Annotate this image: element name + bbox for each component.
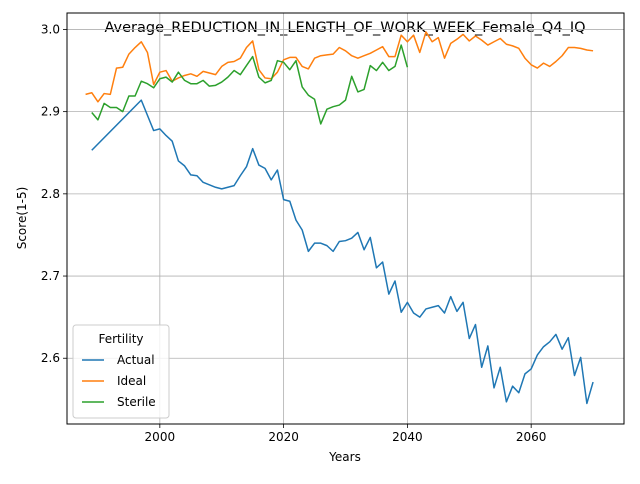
legend-label-actual: Actual [117, 353, 155, 367]
x-tick-label: 2000 [145, 430, 176, 444]
legend-label-ideal: Ideal [117, 374, 146, 388]
x-tick-label: 2040 [392, 430, 423, 444]
x-tick-label: 2060 [516, 430, 547, 444]
y-tick-label: 2.9 [41, 105, 60, 119]
legend-label-sterile: Sterile [117, 395, 156, 409]
series-line-sterile [91, 44, 409, 125]
chart-title: Average_REDUCTION_IN_LENGTH_OF_WORK_WEEK… [104, 20, 585, 36]
y-tick-label: 3.0 [41, 22, 60, 36]
x-tick-label: 2020 [268, 430, 299, 444]
series-line-ideal [85, 31, 594, 103]
series-line-actual [91, 99, 594, 405]
plot-frame [66, 12, 625, 425]
y-tick-label: 2.6 [41, 351, 60, 365]
x-axis-label: Years [328, 450, 361, 464]
legend-title: Fertility [98, 332, 143, 346]
y-axis-label: Score(1-5) [15, 187, 29, 250]
y-tick-label: 2.8 [41, 187, 60, 201]
legend-box [72, 324, 170, 419]
legend: Fertility Actual Ideal Sterile [72, 324, 170, 419]
y-tick-label: 2.7 [41, 269, 60, 283]
